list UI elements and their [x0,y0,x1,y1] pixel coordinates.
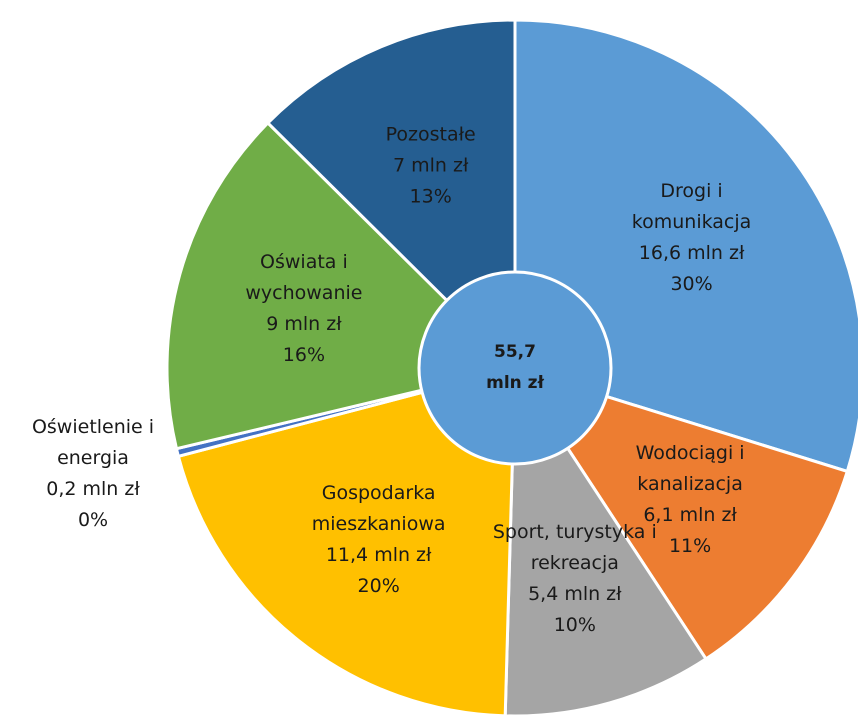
slice-label: Gospodarka mieszkaniowa 11,4 mln zł 20% [289,478,469,602]
percent-label: 11% [668,534,712,557]
slice [265,18,517,372]
category-label: Sport, turystyka i rekreacja [492,520,657,574]
value-label: 0,2 mln zł [46,477,140,500]
center-line: mln zł [486,373,544,393]
category-label: Pozostałe [385,123,476,146]
slice-label: Sport, turystyka i rekreacja 5,4 mln zł 10… [485,517,665,641]
center-line: 55,7 [494,342,536,362]
value-label: 7 mln zł [392,154,469,177]
percent-label: 13% [409,185,452,208]
center-circle [417,270,613,466]
category-label: Oświetlenie i energia [31,415,155,469]
slice [511,365,850,661]
slice-label: Oświata i wychowanie 9 mln zł 16% [214,247,394,371]
slice [176,366,517,715]
category-label: Oświata i wychowanie [245,250,363,304]
percent-label: 10% [553,613,596,636]
value-label: 11,4 mln zł [325,543,432,566]
percent-label: 16% [282,343,326,366]
category-label: Wodociągi i kanalizacja [635,441,745,495]
center-label: 55,7 mln zł [425,337,605,399]
percent-label: 20% [357,574,400,597]
value-label: 9 mln zł [266,312,342,335]
slice-label: Drogi i komunikacja 16,6 mln zł 30% [602,176,782,300]
slice-label: Pozostałe 7 mln zł 13% [341,119,521,212]
value-label: 16,6 mln zł [638,242,745,265]
percent-label: 0% [77,508,109,531]
category-label: Drogi i komunikacja [631,180,752,234]
percent-label: 30% [670,273,713,296]
value-label: 5,4 mln zł [528,582,622,605]
slice-label: Oświetlenie i energia 0,2 mln zł 0% [3,412,183,536]
value-label: 6,1 mln zł [643,503,737,526]
category-label: Gospodarka mieszkaniowa [311,481,446,535]
slice-label: Wodociągi i kanalizacja 6,1 mln zł 11% [600,438,780,562]
